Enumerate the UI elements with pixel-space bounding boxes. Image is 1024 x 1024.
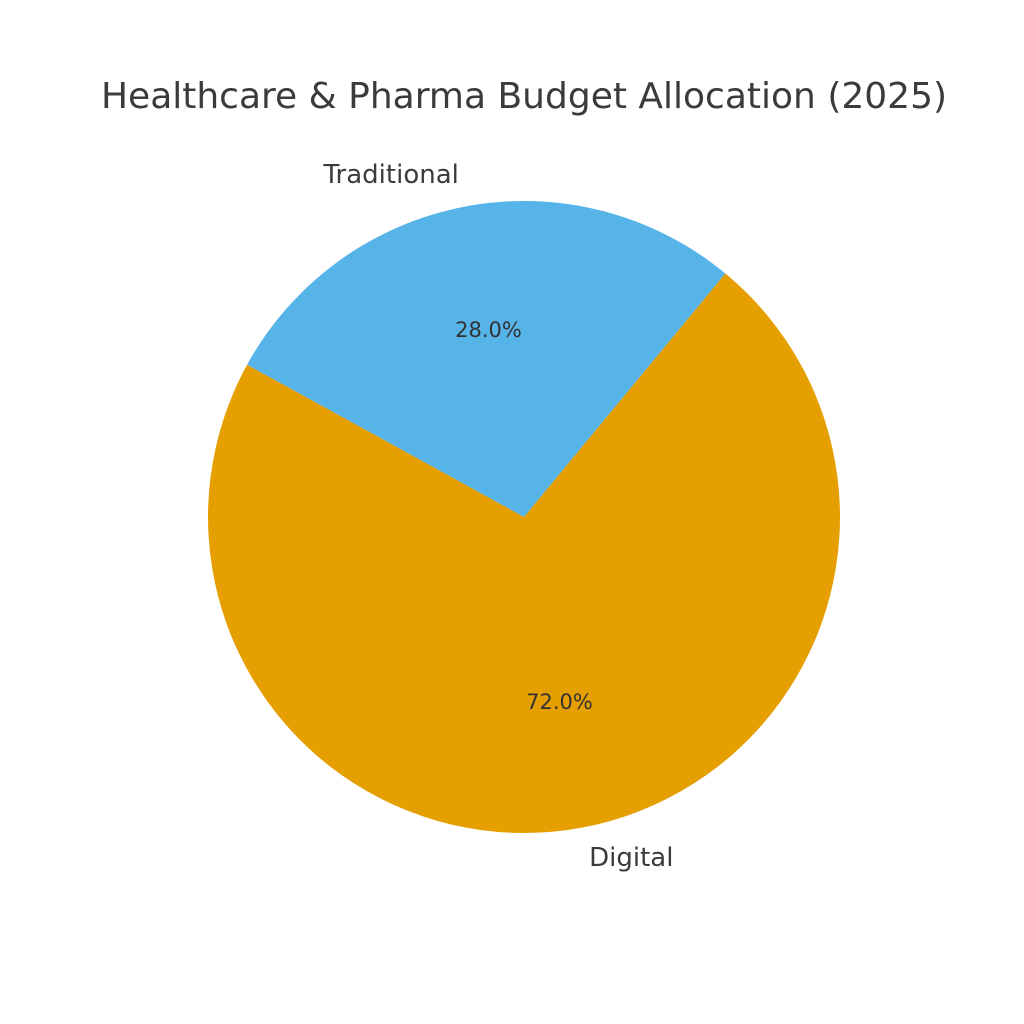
pie-slice-digital — [208, 273, 840, 833]
pie-labels: 28.0% Traditional 72.0% Digital — [322, 160, 673, 873]
slice-label-traditional: Traditional — [322, 160, 458, 190]
pie-slices — [208, 201, 840, 833]
pct-label-traditional: 28.0% — [455, 318, 522, 342]
slice-label-digital: Digital — [589, 843, 673, 873]
pie-slice-traditional — [247, 201, 726, 517]
chart-title: Healthcare & Pharma Budget Allocation (2… — [101, 76, 947, 117]
pct-label-digital: 72.0% — [526, 690, 593, 714]
